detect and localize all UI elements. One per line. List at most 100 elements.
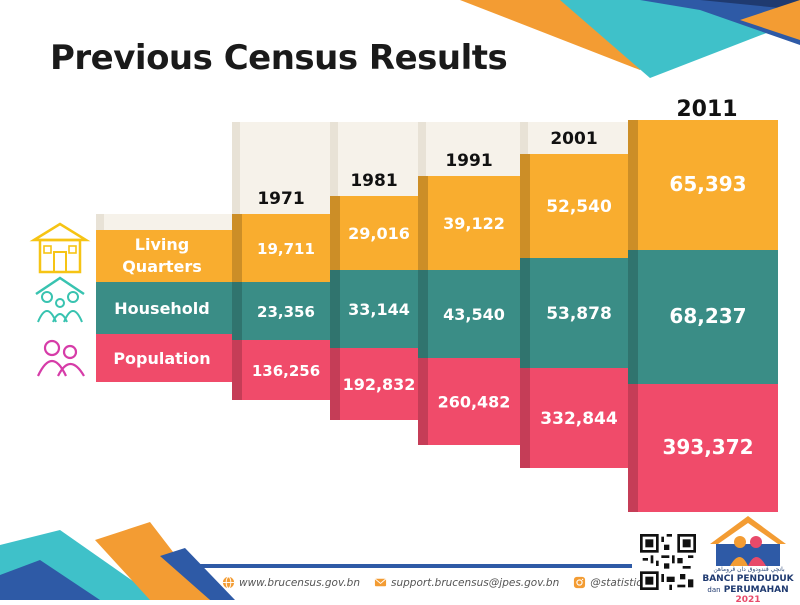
- cell-fold-edge: [520, 368, 530, 468]
- value-cell: [418, 270, 520, 358]
- value-cell: [520, 368, 628, 468]
- house-body: [38, 238, 82, 274]
- row-label: Living Quarters: [122, 235, 202, 276]
- cell-fold-edge: [330, 348, 340, 420]
- logo-line2-year: 2021: [735, 595, 761, 605]
- value-cell: [628, 120, 778, 250]
- family-head: [55, 298, 65, 308]
- data-value-label: 393,372: [662, 435, 753, 459]
- value-cell: [232, 282, 330, 340]
- data-value-label: 19,711: [257, 240, 315, 258]
- row-label: Population: [113, 349, 210, 368]
- value-cell: [520, 258, 628, 368]
- footer-links: www.brucensus.gov.bn support.brucensus@j…: [222, 576, 672, 589]
- family-head: [41, 291, 53, 303]
- house-icon: [29, 222, 91, 274]
- header-panel-edge: [330, 122, 338, 196]
- email-text: support.brucensus@jpes.gov.bn: [391, 576, 560, 589]
- person-bodies: [37, 359, 85, 377]
- house-door: [53, 251, 67, 273]
- logo-line2-prefix: dan: [707, 586, 721, 594]
- cell-fold-edge: [418, 358, 428, 445]
- cell-fold-edge: [520, 154, 530, 258]
- header-panel-edge: [418, 122, 426, 176]
- footer-email[interactable]: support.brucensus@jpes.gov.bn: [374, 576, 559, 589]
- cell-fold-edge: [330, 270, 340, 348]
- data-value-label: 260,482: [438, 393, 511, 412]
- header-panel-edge: [232, 122, 240, 214]
- data-value-label: 68,237: [669, 304, 746, 328]
- website-text: www.brucensus.gov.bn: [239, 576, 360, 589]
- cell-fold-edge: [520, 258, 530, 368]
- value-cell: [418, 358, 520, 445]
- census-logo-icon: [710, 516, 786, 566]
- year-label: 2001: [550, 129, 597, 149]
- globe-icon: [222, 576, 235, 589]
- family-head: [67, 291, 79, 303]
- cell-fold-edge: [418, 176, 428, 270]
- year-label: 1991: [445, 151, 492, 171]
- cell-fold-edge: [628, 384, 638, 512]
- family-roof: [35, 276, 85, 296]
- label-row-band: [96, 230, 232, 282]
- qr-code-icon[interactable]: [640, 534, 696, 590]
- page-title: Previous Census Results: [50, 38, 508, 78]
- instagram-icon: [574, 576, 586, 589]
- year-header-panel: [520, 122, 628, 154]
- year-label: 1981: [350, 171, 397, 191]
- logo-line2-main: PERUMAHAN: [723, 585, 789, 595]
- value-cell: [628, 384, 778, 512]
- house-roof: [29, 222, 91, 242]
- house-window: [68, 245, 77, 254]
- label-header-panel: [96, 214, 232, 230]
- logo-line2: dan PERUMAHAN 2021: [702, 585, 794, 605]
- family-bodies: [37, 310, 83, 323]
- data-value-label: 53,878: [546, 304, 612, 324]
- label-row-band: [96, 334, 232, 382]
- year-header-panel: [418, 122, 520, 176]
- cell-fold-edge: [418, 270, 428, 358]
- footer-divider: [200, 564, 632, 568]
- value-cell: [628, 250, 778, 384]
- cell-fold-edge: [330, 196, 340, 270]
- value-cell: [232, 340, 330, 400]
- cell-fold-edge: [232, 282, 242, 340]
- value-cell: [330, 348, 418, 420]
- value-cell: [418, 176, 520, 270]
- row-label: Household: [114, 299, 209, 318]
- top-right-decoration: [460, 0, 800, 78]
- data-value-label: 43,540: [443, 305, 505, 324]
- person-head: [62, 344, 78, 360]
- mail-icon: [374, 578, 387, 587]
- data-value-label: 33,144: [348, 300, 410, 319]
- data-value-label: 332,844: [540, 409, 618, 429]
- house-window: [43, 245, 52, 254]
- year-header-panel: [232, 122, 330, 214]
- data-value-label: 192,832: [343, 375, 416, 394]
- data-value-label: 65,393: [669, 172, 746, 196]
- data-value-label: 23,356: [257, 303, 315, 321]
- cell-fold-edge: [232, 340, 242, 400]
- footer-website[interactable]: www.brucensus.gov.bn: [222, 576, 360, 589]
- year-header-panel: [330, 122, 418, 196]
- cell-fold-edge: [628, 120, 638, 250]
- data-value-label: 52,540: [546, 197, 612, 217]
- header-panel-edge: [96, 214, 104, 230]
- label-row-band: [96, 282, 232, 334]
- value-cell: [330, 196, 418, 270]
- year-label: 1971: [257, 189, 304, 209]
- data-value-label: 39,122: [443, 214, 505, 233]
- cell-fold-edge: [628, 250, 638, 384]
- value-cell: [520, 154, 628, 258]
- value-cell: [330, 270, 418, 348]
- header-panel-edge: [520, 122, 528, 154]
- logo-line1: BANCI PENDUDUK: [702, 574, 794, 584]
- data-value-label: 136,256: [252, 362, 320, 380]
- cell-fold-edge: [232, 214, 242, 282]
- bottom-left-decoration: [0, 522, 235, 600]
- year-label: 2011: [676, 97, 737, 122]
- family-group-icon: [35, 276, 85, 323]
- people-icon: [37, 339, 85, 377]
- person-head: [43, 339, 61, 357]
